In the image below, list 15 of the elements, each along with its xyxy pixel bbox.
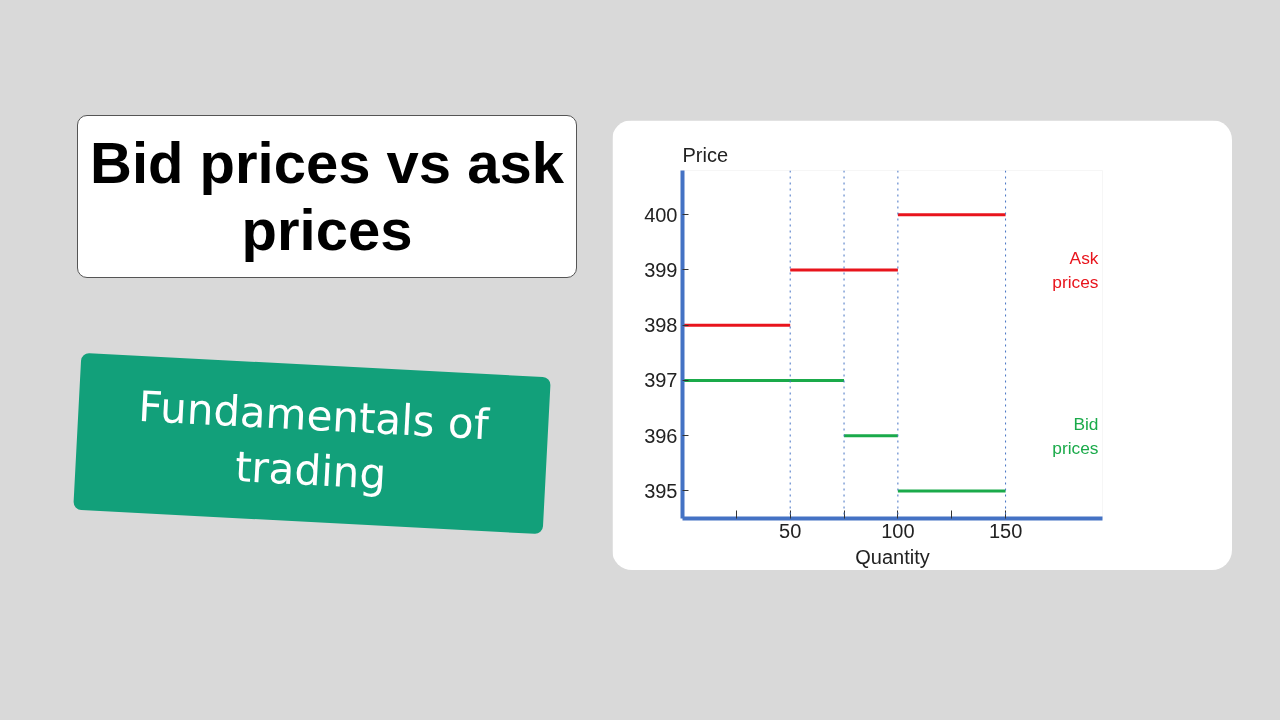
y-tick-label: 400 [644,203,678,226]
y-tick-label: 395 [644,479,678,502]
y-tick-label: 396 [644,424,678,447]
annotation: Ask prices [1052,247,1099,292]
x-axis-title: Quantity [855,545,930,568]
x-tick-label: 150 [988,519,1023,542]
chart-title: Bid prices vs ask prices [77,115,577,279]
y-axis-title: Price [682,143,729,166]
y-tick-label: 397 [644,369,678,392]
annotation: Bid prices [1052,413,1099,458]
y-tick-label: 398 [644,314,678,337]
y-tick-label: 399 [644,258,678,281]
text: Fundamentals of trading [73,352,551,535]
x-tick-label: 50 [779,519,802,542]
x-tick-label: 100 [881,519,915,542]
